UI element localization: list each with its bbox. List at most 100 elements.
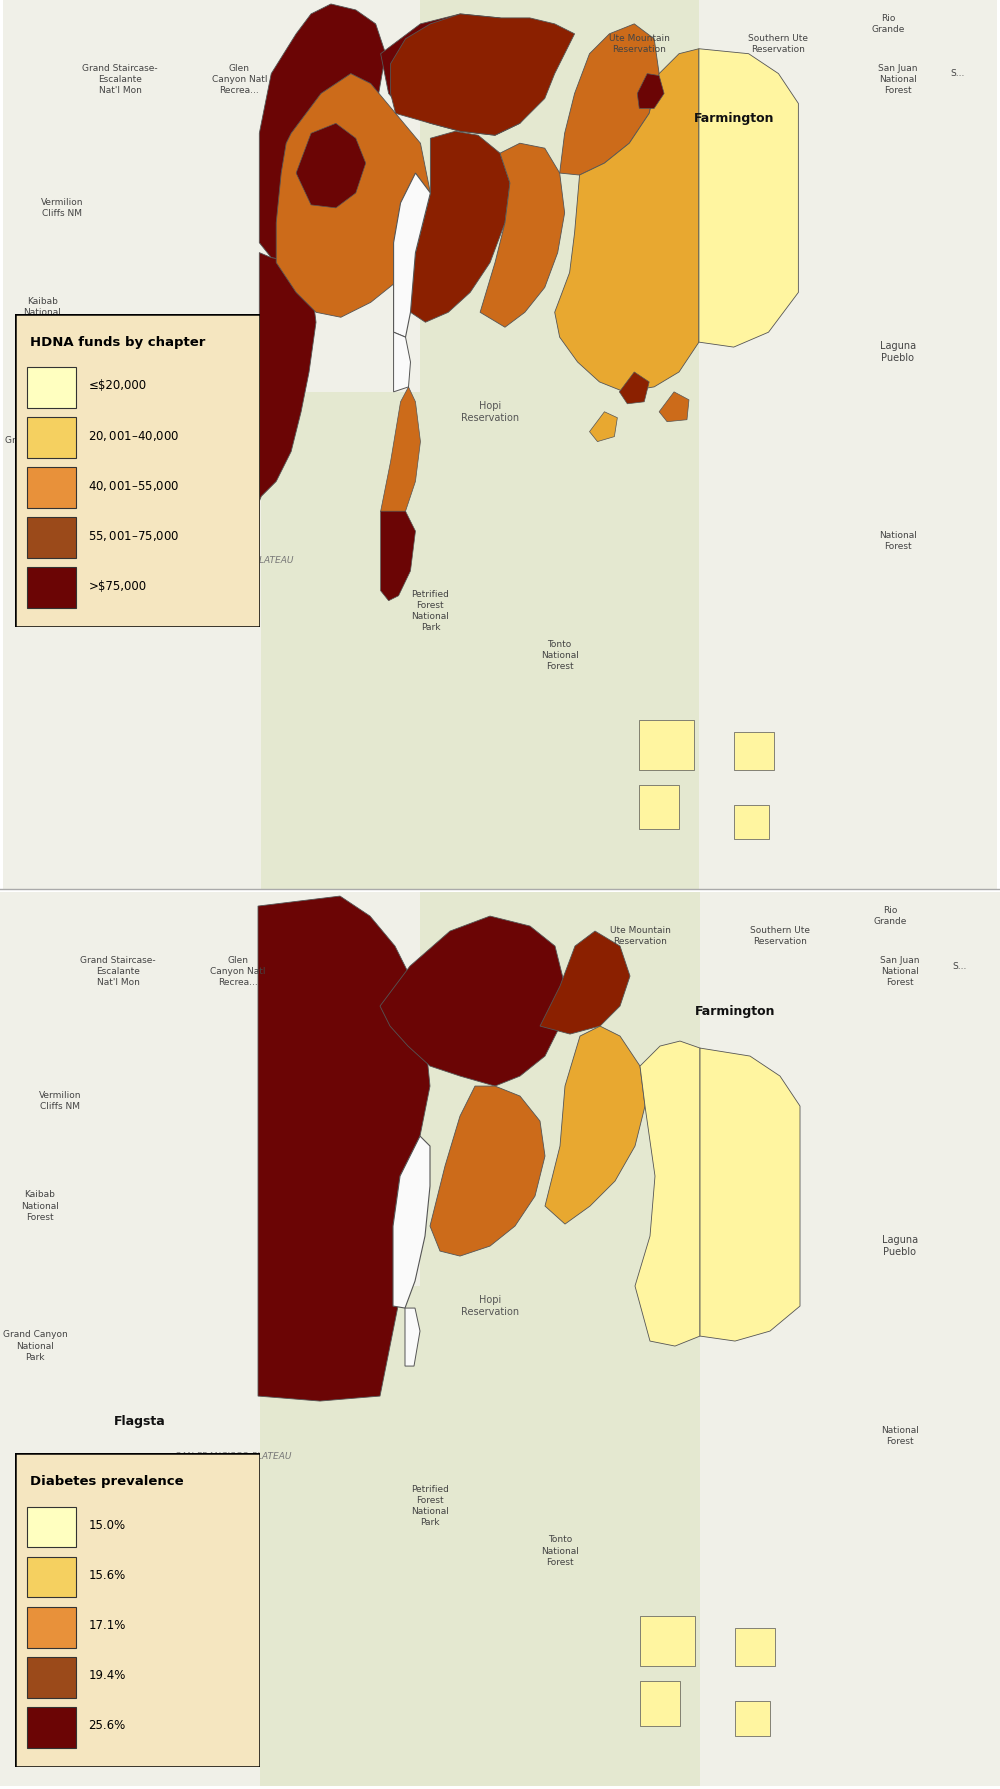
Bar bbox=[735, 1701, 770, 1735]
Text: Laguna
Pueblo: Laguna Pueblo bbox=[882, 1234, 918, 1258]
Text: Farmington: Farmington bbox=[693, 113, 774, 125]
Text: >$75,000: >$75,000 bbox=[88, 580, 147, 592]
Text: Glen
Canyon Natl
Recrea...: Glen Canyon Natl Recrea... bbox=[212, 64, 267, 95]
Text: National
Forest: National Forest bbox=[881, 1426, 919, 1446]
Text: Petrified
Forest
National
Park: Petrified Forest National Park bbox=[411, 590, 449, 632]
Bar bbox=[0, 893, 260, 1785]
Text: S...: S... bbox=[953, 961, 967, 971]
Polygon shape bbox=[635, 1041, 700, 1345]
Text: Kaibab
National
Forest: Kaibab National Forest bbox=[24, 297, 61, 327]
Text: 15.6%: 15.6% bbox=[88, 1569, 126, 1581]
Bar bbox=[640, 1615, 695, 1666]
Bar bbox=[27, 417, 76, 458]
Bar bbox=[639, 785, 679, 830]
Polygon shape bbox=[619, 372, 649, 404]
Polygon shape bbox=[545, 1027, 645, 1224]
Text: Kaibab
National
Forest: Kaibab National Forest bbox=[21, 1190, 59, 1222]
Text: SAN FRANCISCO PLATEAU: SAN FRANCISCO PLATEAU bbox=[177, 556, 293, 565]
Polygon shape bbox=[590, 411, 617, 442]
Bar bbox=[640, 1682, 680, 1726]
Text: Southern Ute
Reservation: Southern Ute Reservation bbox=[748, 34, 808, 54]
Polygon shape bbox=[381, 386, 420, 526]
Text: Vermilion
Cliffs NM: Vermilion Cliffs NM bbox=[39, 1091, 81, 1111]
Polygon shape bbox=[394, 174, 430, 336]
Bar bbox=[3, 0, 261, 889]
Text: Vermilion
Cliffs NM: Vermilion Cliffs NM bbox=[41, 199, 84, 218]
Polygon shape bbox=[381, 14, 545, 136]
Text: 25.6%: 25.6% bbox=[88, 1719, 126, 1732]
Bar bbox=[734, 805, 769, 839]
Polygon shape bbox=[391, 14, 575, 136]
Polygon shape bbox=[259, 4, 386, 263]
Bar bbox=[0, 893, 420, 1286]
Bar bbox=[27, 1657, 76, 1698]
Polygon shape bbox=[560, 23, 659, 175]
Polygon shape bbox=[659, 392, 689, 422]
Polygon shape bbox=[480, 143, 565, 327]
Polygon shape bbox=[394, 333, 410, 392]
Text: Grand Staircase-
Escalante
Nat'l Mon: Grand Staircase- Escalante Nat'l Mon bbox=[82, 64, 158, 95]
Bar bbox=[639, 719, 694, 769]
Bar bbox=[27, 1607, 76, 1648]
Polygon shape bbox=[381, 512, 415, 601]
Text: Grand Canyon
National
Park: Grand Canyon National Park bbox=[3, 1331, 67, 1361]
Text: Petrified
Forest
National
Park: Petrified Forest National Park bbox=[411, 1485, 449, 1528]
Bar bbox=[27, 517, 76, 558]
Text: Grand Canyon
National
Park: Grand Canyon National Park bbox=[5, 437, 70, 467]
Text: $55,001–$75,000: $55,001–$75,000 bbox=[88, 530, 180, 544]
Text: Farmington: Farmington bbox=[695, 1005, 775, 1018]
Text: National
Forest: National Forest bbox=[879, 531, 917, 551]
Text: Coconino: Coconino bbox=[81, 606, 123, 615]
Polygon shape bbox=[430, 1086, 545, 1256]
Bar bbox=[27, 1707, 76, 1748]
Text: San Juan
National
Forest: San Juan National Forest bbox=[878, 64, 918, 95]
Polygon shape bbox=[555, 48, 699, 392]
Text: Laguna
Pueblo: Laguna Pueblo bbox=[880, 342, 916, 363]
Text: Southern Ute
Reservation: Southern Ute Reservation bbox=[750, 927, 810, 946]
Text: $20,001–$40,000: $20,001–$40,000 bbox=[88, 429, 180, 444]
Bar bbox=[27, 1556, 76, 1598]
Bar bbox=[27, 367, 76, 408]
Text: 17.1%: 17.1% bbox=[88, 1619, 126, 1632]
Text: Tonto
National
Forest: Tonto National Forest bbox=[541, 1535, 579, 1567]
Bar bbox=[27, 467, 76, 508]
Bar bbox=[735, 1628, 775, 1666]
Bar bbox=[27, 567, 76, 608]
Text: 15.0%: 15.0% bbox=[88, 1519, 126, 1531]
Text: SAN FRANCISCO PLATEAU: SAN FRANCISCO PLATEAU bbox=[175, 1451, 292, 1460]
Polygon shape bbox=[258, 896, 430, 1401]
Polygon shape bbox=[637, 73, 664, 109]
Bar bbox=[700, 893, 1000, 1785]
Text: Hopi
Reservation: Hopi Reservation bbox=[461, 401, 519, 422]
Text: Rio
Grande: Rio Grande bbox=[871, 14, 905, 34]
Polygon shape bbox=[259, 252, 316, 501]
Bar bbox=[699, 0, 997, 889]
Polygon shape bbox=[410, 131, 510, 322]
Bar bbox=[3, 0, 420, 392]
Polygon shape bbox=[276, 73, 430, 317]
Polygon shape bbox=[380, 916, 565, 1086]
Polygon shape bbox=[700, 1048, 800, 1342]
Text: Flagsta: Flagsta bbox=[114, 1415, 166, 1428]
Text: ≤$20,000: ≤$20,000 bbox=[88, 379, 147, 392]
Text: Ute Mountain
Reservation: Ute Mountain Reservation bbox=[610, 927, 670, 946]
Text: S...: S... bbox=[950, 70, 965, 79]
Polygon shape bbox=[540, 930, 630, 1034]
Polygon shape bbox=[296, 123, 366, 208]
Text: Coconino: Coconino bbox=[79, 1501, 121, 1510]
Text: 19.4%: 19.4% bbox=[88, 1669, 126, 1682]
Text: Tonto
National
Forest: Tonto National Forest bbox=[541, 640, 579, 671]
Text: Rio
Grande: Rio Grande bbox=[873, 905, 907, 927]
Bar bbox=[27, 1506, 76, 1547]
Polygon shape bbox=[699, 48, 798, 347]
Text: Diabetes prevalence: Diabetes prevalence bbox=[30, 1476, 183, 1488]
Text: Flagsta: Flagsta bbox=[116, 519, 168, 533]
Bar bbox=[734, 732, 774, 769]
Text: Hopi
Reservation: Hopi Reservation bbox=[461, 1295, 519, 1317]
Text: Ute Mountain
Reservation: Ute Mountain Reservation bbox=[609, 34, 670, 54]
Text: Grand Staircase-
Escalante
Nat'l Mon: Grand Staircase- Escalante Nat'l Mon bbox=[80, 955, 156, 988]
Text: HDNA funds by chapter: HDNA funds by chapter bbox=[30, 336, 205, 349]
Text: San Juan
National
Forest: San Juan National Forest bbox=[880, 955, 920, 988]
Text: $40,001–$55,000: $40,001–$55,000 bbox=[88, 479, 180, 494]
Text: Glen
Canyon Natl
Recrea...: Glen Canyon Natl Recrea... bbox=[210, 955, 266, 988]
